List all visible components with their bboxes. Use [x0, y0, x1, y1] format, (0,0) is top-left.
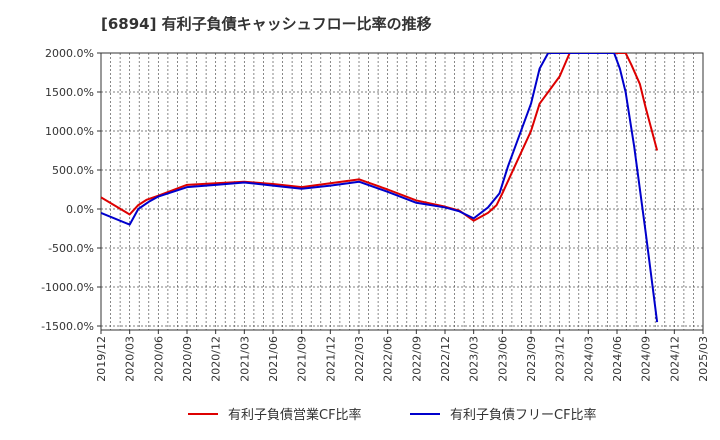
grid [100, 52, 704, 330]
x-tick-label: 2025/03 [697, 336, 710, 382]
x-tick-label: 2024/06 [611, 336, 624, 382]
x-tick-label: 2023/06 [496, 336, 509, 382]
x-tick-label: 2021/03 [238, 336, 251, 382]
plot-frame [100, 52, 704, 331]
x-tick-label: 2021/06 [267, 336, 280, 382]
x-tick-label: 2020/12 [210, 336, 223, 382]
x-tick-label: 2022/09 [410, 336, 423, 382]
x-axis-ticks: 2019/12 2020/03 2020/06 2020/09 2020/12 2021/… [95, 330, 710, 382]
y-tick-label: 1000.0% [45, 125, 94, 138]
y-tick-label: -500.0% [48, 242, 94, 255]
series-line-1 [101, 53, 659, 222]
x-tick-label: 2022/12 [439, 336, 452, 382]
x-tick-label: 2020/09 [181, 336, 194, 382]
x-tick-label: 2019/12 [95, 336, 108, 382]
x-tick-label: 2021/09 [296, 336, 309, 382]
x-tick-label: 2023/12 [554, 336, 567, 382]
x-tick-label: 2023/09 [525, 336, 538, 382]
y-tick-label: 500.0% [52, 164, 94, 177]
y-axis-ticks: 2000.0% 1500.0% 1000.0% 500.0% 0.0% -500.0% -1… [41, 47, 101, 333]
x-tick-label: 2021/12 [324, 336, 337, 382]
y-tick-label: -1500.0% [41, 320, 94, 333]
y-tick-label: -1000.0% [41, 281, 94, 294]
x-tick-label: 2024/12 [668, 336, 681, 382]
series-layer [101, 53, 659, 323]
y-tick-label: 0.0% [66, 203, 94, 216]
x-tick-label: 2020/03 [124, 336, 137, 382]
x-tick-label: 2020/06 [152, 336, 165, 382]
x-tick-label: 2024/03 [582, 336, 595, 382]
legend-label-1: 有利子負債営業CF比率 [228, 407, 362, 423]
x-tick-label: 2023/03 [468, 336, 481, 382]
x-tick-label: 2022/06 [382, 336, 395, 382]
chart-title: [6894] 有利子負債キャッシュフロー比率の推移 [101, 15, 432, 33]
y-tick-label: 2000.0% [45, 47, 94, 60]
legend: 有利子負債営業CF比率 有利子負債フリーCF比率 [188, 407, 597, 423]
legend-label-2: 有利子負債フリーCF比率 [450, 407, 597, 423]
series-line-2 [101, 53, 659, 323]
x-tick-label: 2022/03 [353, 336, 366, 382]
y-tick-label: 1500.0% [45, 86, 94, 99]
x-tick-label: 2024/09 [640, 336, 653, 382]
